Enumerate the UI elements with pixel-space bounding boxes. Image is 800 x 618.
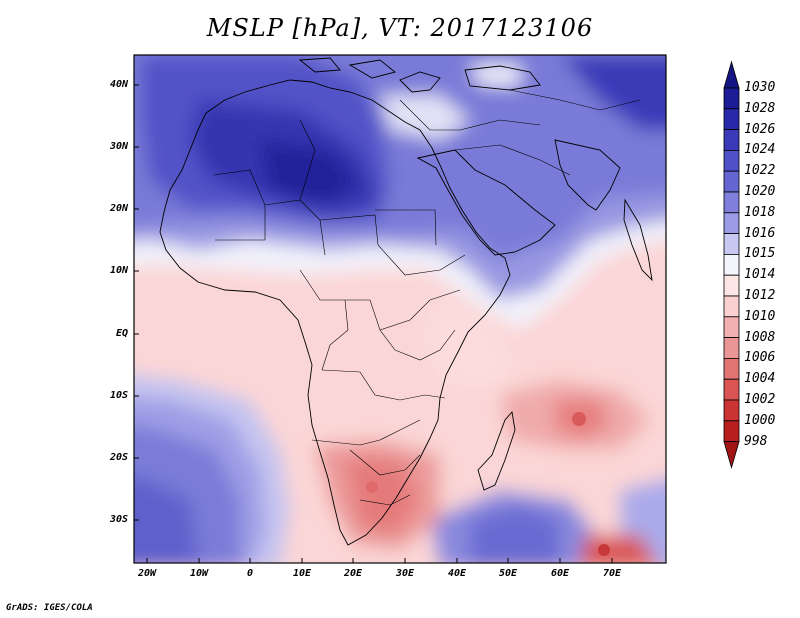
lat-label: 20N xyxy=(109,203,128,214)
colorbar-label: 1030 xyxy=(744,80,776,95)
pressure-field xyxy=(134,55,666,563)
colorbar-label: 1020 xyxy=(744,184,776,199)
lon-label: 10W xyxy=(189,568,209,579)
colorbar-label: 1024 xyxy=(744,142,776,158)
colorbar-segment xyxy=(723,274,740,297)
map-title: MSLP [hPa], VT: 2017123106 xyxy=(206,14,594,42)
colorbar-segment xyxy=(723,357,740,380)
colorbar-label: 1008 xyxy=(744,329,776,345)
lon-label: 20E xyxy=(343,568,363,579)
colorbar-segment xyxy=(723,87,740,110)
colorbar-cap-top xyxy=(723,60,740,89)
colorbar-label: 1022 xyxy=(744,163,776,179)
lon-label: 10E xyxy=(292,568,312,579)
lat-label: 40N xyxy=(109,79,128,90)
colorbar-segment xyxy=(723,420,740,442)
colorbar-segment xyxy=(723,233,740,255)
lat-label: 30N xyxy=(109,141,128,152)
colorbar-segment xyxy=(723,108,740,131)
lon-label: 20W xyxy=(137,568,157,579)
colorbar-segment xyxy=(723,316,740,338)
lon-label: 70E xyxy=(602,568,622,579)
colorbar-label: 998 xyxy=(744,433,768,449)
axis-ticks xyxy=(134,84,613,563)
colorbar-label: 1016 xyxy=(744,225,776,241)
lat-label: 20S xyxy=(109,452,128,463)
colorbar-label: 1004 xyxy=(744,371,776,387)
colorbar-label: 1006 xyxy=(744,350,776,366)
lon-label: 0 xyxy=(246,568,254,579)
colorbar-label: 1028 xyxy=(744,100,776,116)
credit-text: GrADS: IGES/COLA xyxy=(6,603,93,613)
lat-label: EQ xyxy=(115,328,128,339)
colorbar-label: 1018 xyxy=(744,204,776,220)
colorbar-segment xyxy=(723,129,740,151)
colorbar xyxy=(723,60,740,470)
colorbar-label: 1002 xyxy=(744,392,776,407)
plot-frame xyxy=(133,54,667,564)
lon-label: 50E xyxy=(498,568,518,579)
lon-label: 30E xyxy=(395,568,415,579)
lon-label: 40E xyxy=(447,568,467,579)
colorbar-segment xyxy=(723,337,740,359)
colorbar-segment xyxy=(723,170,740,193)
colorbar-label: 1026 xyxy=(744,121,776,137)
colorbar-label: 1014 xyxy=(744,267,776,283)
colorbar-segment xyxy=(723,253,740,276)
colorbar-label: 1015 xyxy=(744,246,776,262)
borders xyxy=(213,89,641,506)
colorbar-segment xyxy=(723,149,740,172)
colorbar-label: 1000 xyxy=(744,412,776,428)
colorbar-segment xyxy=(723,378,740,401)
colorbar-cap-bottom xyxy=(723,441,740,470)
colorbar-segment xyxy=(723,212,740,235)
lat-label: 30S xyxy=(109,514,128,525)
colorbar-label: 1010 xyxy=(744,308,776,324)
colorbar-segment xyxy=(723,295,740,318)
lon-label: 60E xyxy=(550,568,570,579)
lat-label: 10N xyxy=(109,265,128,276)
colorbar-label: 1012 xyxy=(744,288,776,303)
coastlines xyxy=(159,57,653,546)
lat-label: 10S xyxy=(109,390,128,401)
colorbar-segment xyxy=(723,399,740,422)
colorbar-segment xyxy=(723,191,740,214)
